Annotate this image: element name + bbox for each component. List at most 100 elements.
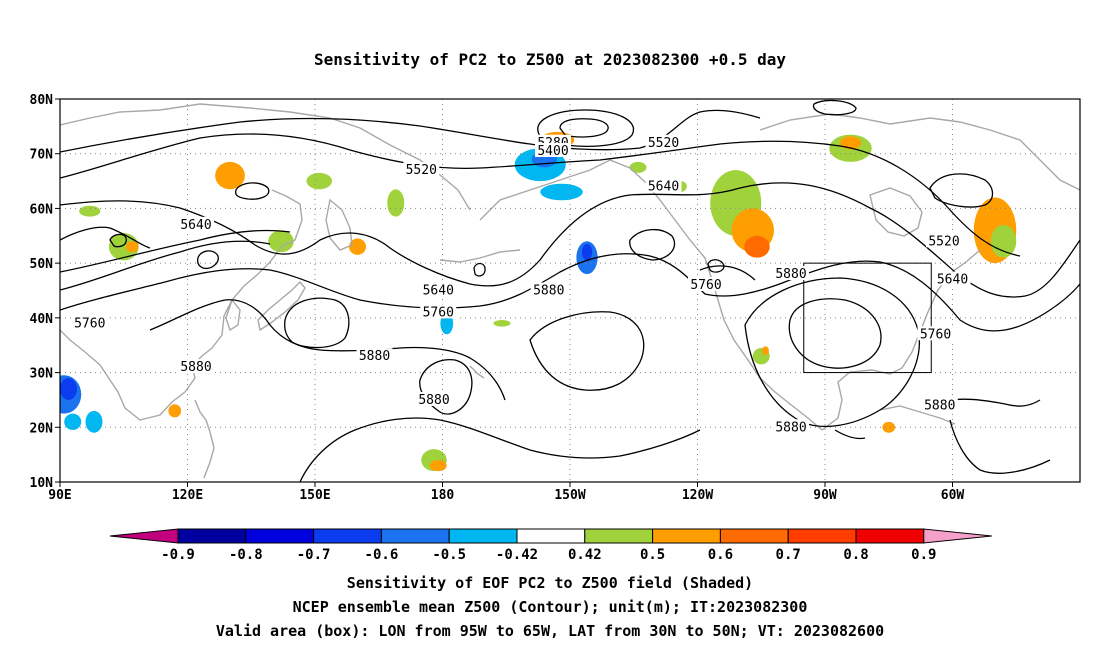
coastline-east-asia bbox=[60, 189, 303, 421]
contour-label-bg bbox=[530, 282, 567, 297]
contour-label: 5880 bbox=[359, 349, 390, 364]
contour-small-low-2 bbox=[197, 250, 219, 270]
contour-5400 bbox=[60, 109, 761, 153]
colorbar-tick-label: -0.9 bbox=[161, 547, 195, 563]
contour-5880-north-pacific bbox=[529, 311, 645, 391]
colorbar-segment bbox=[584, 528, 654, 544]
contour-label-bg bbox=[535, 142, 571, 157]
sensitivity-patch bbox=[64, 413, 82, 431]
contour-label-bg bbox=[645, 178, 682, 193]
sensitivity-patch bbox=[882, 421, 896, 433]
coastline-aleutians bbox=[439, 249, 521, 263]
contour-label: 5520 bbox=[928, 234, 959, 249]
colorbar-high-triangle bbox=[923, 528, 992, 544]
sensitivity-patch bbox=[60, 378, 77, 400]
contour-5880-pacific-right bbox=[699, 265, 756, 281]
contour-label: 5640 bbox=[937, 273, 968, 288]
contour-label: 5880 bbox=[418, 393, 449, 408]
contour-label-bg bbox=[921, 397, 958, 412]
contour-label-bg bbox=[917, 326, 954, 341]
contour-5520 bbox=[60, 133, 1021, 257]
contour-label: 5520 bbox=[406, 163, 437, 178]
colorbar-tick-label: -0.8 bbox=[229, 547, 263, 563]
sensitivity-patch bbox=[349, 238, 366, 255]
contour-5880-lower bbox=[299, 417, 701, 482]
contour-label-bg bbox=[420, 282, 457, 297]
sensitivity-patch bbox=[79, 205, 101, 217]
colorbar-tick-label: 0.5 bbox=[640, 547, 665, 563]
colorbar-tick-label: 0.6 bbox=[708, 547, 733, 563]
colorbar-segment bbox=[787, 528, 857, 544]
longitude-label: 120W bbox=[682, 488, 713, 503]
longitude-label: 90W bbox=[813, 488, 837, 503]
contour-label-bg bbox=[403, 162, 440, 177]
sensitivity-patch bbox=[429, 460, 447, 472]
contour-label-bg bbox=[688, 277, 724, 292]
coastline-caribbean bbox=[879, 405, 956, 425]
contour-5880-asia bbox=[149, 299, 506, 401]
caption-shading: Sensitivity of EOF PC2 to Z500 field (Sh… bbox=[346, 574, 754, 592]
contour-label-bg bbox=[71, 315, 108, 330]
caption-contour: NCEP ensemble mean Z500 (Contour); unit(… bbox=[292, 598, 808, 616]
latitude-label: 10N bbox=[30, 476, 54, 491]
colorbar-low-triangle bbox=[109, 528, 179, 544]
contour-label: 5400 bbox=[537, 144, 568, 159]
contour-label: 5640 bbox=[648, 180, 679, 195]
sensitivity-patch bbox=[306, 172, 332, 190]
contour-label: 5640 bbox=[423, 284, 454, 299]
latitude-label: 60N bbox=[30, 202, 54, 217]
coastline-hawaii bbox=[469, 365, 485, 379]
colorbar-segment bbox=[448, 528, 518, 544]
latitude-label: 20N bbox=[30, 421, 54, 436]
valid-area-box bbox=[803, 262, 932, 374]
colorbar-segment bbox=[380, 528, 450, 544]
contour-small-low-7 bbox=[629, 229, 676, 261]
sensitivity-patch bbox=[387, 189, 405, 217]
contour-label: 5760 bbox=[423, 305, 454, 320]
colorbar-tick-label: -0.42 bbox=[496, 547, 538, 563]
longitude-label: 150E bbox=[299, 488, 330, 503]
sensitivity-patch bbox=[762, 346, 769, 356]
contour-label: 5880 bbox=[180, 360, 211, 375]
coastline-japan bbox=[257, 280, 306, 332]
contour-label: 5880 bbox=[775, 420, 806, 435]
sensitivity-patch bbox=[0, 137, 11, 148]
colorbar-segment bbox=[245, 528, 315, 544]
colorbar-segment bbox=[652, 528, 721, 544]
contour-5760-left bbox=[60, 240, 271, 291]
sensitivity-patch bbox=[581, 243, 593, 261]
colorbar-tick-label: 0.42 bbox=[568, 547, 602, 563]
contour-label-bg bbox=[773, 266, 809, 281]
colorbar-tick-label: -0.7 bbox=[297, 547, 331, 563]
colorbar-segment bbox=[313, 528, 382, 544]
latitude-label: 70N bbox=[30, 148, 54, 163]
contour-5880-south-na bbox=[949, 419, 1051, 474]
longitude-label: 60W bbox=[941, 488, 965, 503]
colorbar-tick-label: 0.7 bbox=[776, 547, 801, 563]
contour-5520-low bbox=[929, 173, 994, 208]
contour-label-bg bbox=[178, 216, 214, 231]
coastline-kamchatka bbox=[325, 198, 353, 251]
coastline-maritime bbox=[194, 399, 215, 479]
colorbar: -0.9 -0.8 -0.7 -0.6 -0.5 -0.42 0.42 0.5 0.6 0.7 0.… bbox=[109, 528, 992, 563]
sensitivity-patch bbox=[168, 404, 182, 418]
latitude-label: 40N bbox=[30, 312, 54, 327]
colorbar-segment bbox=[516, 528, 586, 544]
colorbar-segment bbox=[177, 528, 247, 544]
sensitivity-patch bbox=[85, 410, 103, 433]
contour-label-bg bbox=[926, 233, 962, 248]
longitude-label: 180 bbox=[431, 488, 455, 503]
colorbar-tick-label: 0.8 bbox=[843, 547, 868, 563]
contour-small-low-1 bbox=[234, 182, 270, 200]
contour-5880-atlantic bbox=[949, 398, 1041, 407]
contour-labels: 5280540055205520552056405640564056405760… bbox=[71, 134, 971, 435]
contour-label: 5880 bbox=[924, 398, 955, 413]
contour-5880-na-inner bbox=[788, 298, 882, 369]
colorbar-segment bbox=[855, 528, 925, 544]
sensitivity-patch bbox=[629, 161, 647, 173]
contour-small-low-4 bbox=[473, 262, 486, 277]
contour-small-low-3 bbox=[109, 233, 127, 248]
contour-5880-gulf bbox=[834, 429, 866, 440]
longitude-label: 120E bbox=[172, 488, 203, 503]
contour-label-bg bbox=[934, 271, 971, 286]
